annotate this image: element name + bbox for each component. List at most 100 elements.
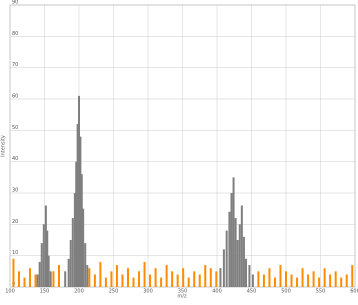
x-axis-label: m/z — [177, 294, 187, 300]
bar — [76, 124, 79, 287]
bar — [88, 268, 91, 287]
bar — [160, 277, 163, 287]
bar — [34, 274, 37, 287]
bar — [323, 268, 326, 287]
bar — [143, 261, 146, 287]
y-tick-label: 60 — [12, 94, 18, 100]
bar — [82, 208, 85, 287]
bar — [121, 274, 124, 287]
bar — [340, 277, 343, 287]
bar — [187, 277, 190, 287]
x-tick-label: 100 — [5, 289, 15, 295]
bar — [99, 261, 102, 287]
bar — [234, 218, 237, 287]
bar — [198, 274, 201, 287]
bar — [57, 265, 60, 287]
bar — [228, 211, 231, 287]
y-tick-label: 70 — [12, 62, 18, 68]
x-tick-label: 350 — [178, 289, 188, 295]
x-tick-label: 550 — [316, 289, 326, 295]
bar — [46, 230, 49, 287]
x-tick-label: 150 — [40, 289, 50, 295]
bar — [49, 271, 52, 287]
bar — [334, 271, 337, 287]
bar — [262, 274, 265, 287]
bar — [79, 136, 82, 287]
bar — [75, 161, 78, 287]
bar — [17, 271, 20, 287]
bar — [44, 205, 47, 287]
bar — [225, 230, 228, 287]
bar — [42, 224, 45, 287]
x-tick-label: 450 — [247, 289, 257, 295]
bar — [171, 271, 174, 287]
bar — [182, 268, 185, 287]
bar — [238, 224, 241, 287]
bar — [318, 277, 321, 287]
bar — [236, 240, 239, 287]
bar — [209, 268, 212, 287]
bar — [248, 265, 251, 287]
bar — [204, 265, 207, 287]
x-tick-label: 250 — [109, 289, 119, 295]
y-tick-label: 40 — [12, 156, 18, 162]
bar — [329, 274, 332, 287]
bar — [67, 258, 70, 287]
bar — [69, 240, 72, 287]
bar — [93, 274, 96, 287]
bar — [251, 274, 254, 287]
bar — [154, 268, 157, 287]
bar — [312, 271, 315, 287]
bar — [71, 218, 74, 287]
bar — [257, 271, 260, 287]
bar — [222, 249, 225, 287]
bar — [132, 277, 135, 287]
bar — [290, 274, 293, 287]
bar — [242, 236, 245, 287]
bar — [104, 277, 107, 287]
bar — [273, 277, 276, 287]
bar — [110, 271, 113, 287]
bar — [301, 268, 304, 287]
y-tick-label: 20 — [12, 219, 18, 225]
bar — [36, 274, 39, 287]
bar — [38, 261, 41, 287]
y-tick-label: 30 — [12, 188, 18, 194]
bar — [29, 268, 32, 287]
x-tick-label: 400 — [212, 289, 222, 295]
bar — [138, 271, 141, 287]
y-tick-label: 50 — [12, 125, 18, 131]
x-tick-label: 600 — [350, 289, 358, 295]
bar — [307, 274, 310, 287]
y-tick-label: 90 — [12, 0, 18, 6]
bar — [230, 193, 233, 287]
bar — [215, 271, 218, 287]
bar — [240, 205, 243, 287]
bar — [86, 265, 89, 287]
bar — [351, 265, 354, 287]
bar — [268, 268, 271, 287]
bar — [64, 271, 67, 287]
bar — [219, 268, 222, 287]
bar — [12, 258, 15, 287]
x-tick-label: 300 — [143, 289, 153, 295]
bar — [115, 265, 118, 287]
y-tick-label: 80 — [12, 31, 18, 37]
bar — [78, 95, 80, 287]
bar — [149, 274, 152, 287]
bar — [165, 265, 168, 287]
y-axis-label: Intensity — [1, 135, 7, 157]
bar — [232, 177, 235, 287]
bar — [47, 255, 50, 287]
x-tick-label: 500 — [281, 289, 291, 295]
bar — [126, 268, 129, 287]
bar — [345, 274, 348, 287]
bar — [193, 271, 196, 287]
x-tick-label: 200 — [74, 289, 84, 295]
y-tick-label: 10 — [12, 250, 18, 256]
bar — [244, 258, 247, 287]
bar — [40, 243, 43, 287]
bar — [84, 243, 87, 287]
bar — [52, 271, 55, 287]
